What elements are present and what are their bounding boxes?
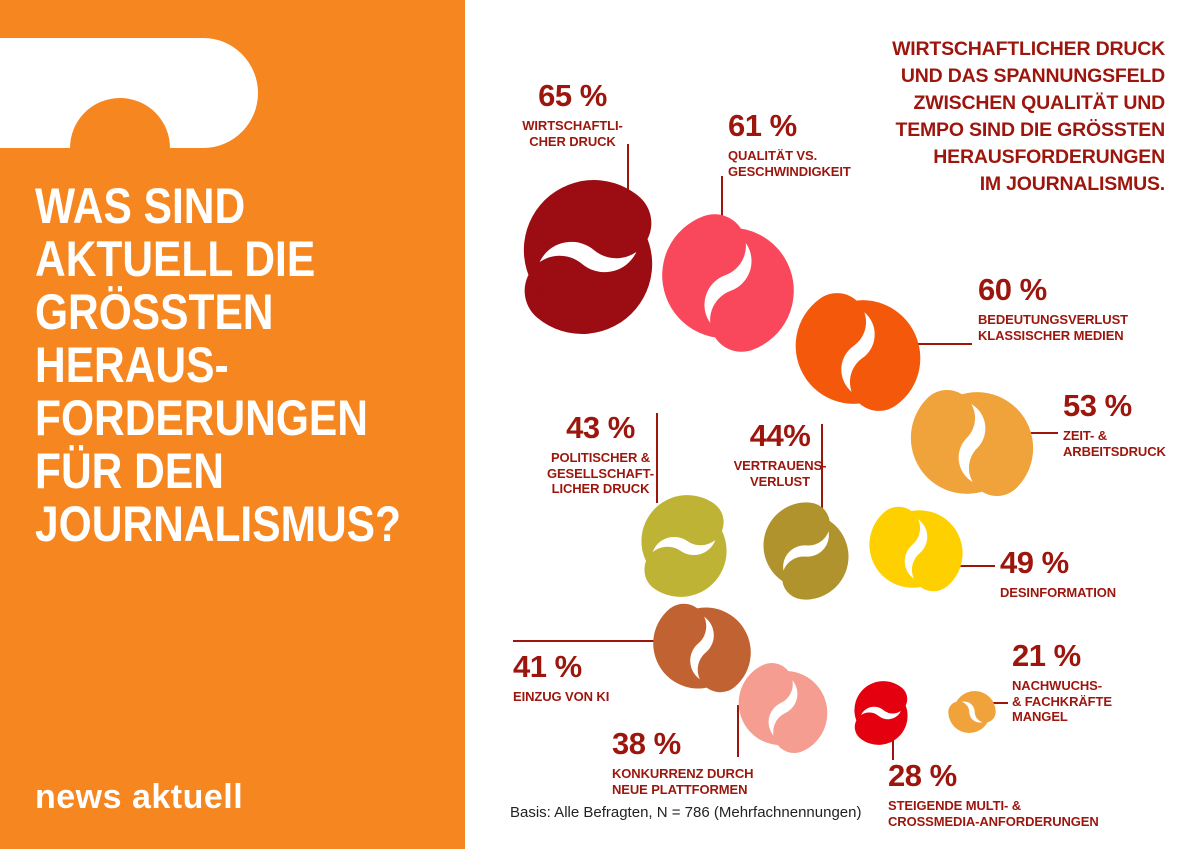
bubble-half <box>738 663 799 745</box>
bubble-shape-44 <box>763 502 849 600</box>
bubble-half <box>644 513 727 597</box>
bubble-half <box>910 390 1007 494</box>
bubble-half <box>795 293 887 404</box>
bubble-half <box>763 502 830 589</box>
bubble-half <box>653 603 728 689</box>
bubble-shape-53 <box>910 390 1034 496</box>
page-title: WAS SIND AKTUELL DIE GRÖSSTEN HERAUS- FO… <box>35 178 401 552</box>
left-panel: WAS SIND AKTUELL DIE GRÖSSTEN HERAUS- FO… <box>0 0 465 849</box>
bubble-half <box>854 693 908 745</box>
brand-shape <box>0 38 258 198</box>
bubble-half <box>854 681 908 733</box>
footnote: Basis: Alle Befragten, N = 786 (Mehrfach… <box>510 804 862 821</box>
bubble-half <box>641 495 724 579</box>
brand-wordmark: news aktuell <box>35 778 244 816</box>
bubble-shape-61 <box>662 214 794 352</box>
bubble-shape-38 <box>738 663 828 753</box>
bubble-shape-43 <box>641 495 727 597</box>
bubble-half <box>676 607 751 693</box>
bubble-shape-65 <box>523 180 653 334</box>
chart-area <box>465 0 1200 849</box>
bubble-half <box>662 214 747 339</box>
bubble-shape-49 <box>869 506 963 592</box>
bubble-half <box>709 227 794 352</box>
bubble-half <box>937 392 1034 496</box>
bubble-shape-60 <box>795 293 921 411</box>
bubble-half <box>891 510 963 592</box>
bubble-half <box>948 701 991 733</box>
bubble-half <box>869 506 941 588</box>
bubble-shape-21 <box>948 691 996 733</box>
bubble-half <box>524 210 653 334</box>
key-insight-text: WIRTSCHAFTLICHER DRUCK UND DAS SPANNUNGS… <box>892 38 1165 195</box>
bubble-half <box>829 300 921 411</box>
bubble-half <box>782 513 849 600</box>
bubble-shape-41 <box>653 603 751 693</box>
bubble-half <box>767 671 828 753</box>
bubble-half <box>953 691 996 723</box>
bubble-half <box>523 180 652 304</box>
bubble-shape-28 <box>854 681 908 745</box>
